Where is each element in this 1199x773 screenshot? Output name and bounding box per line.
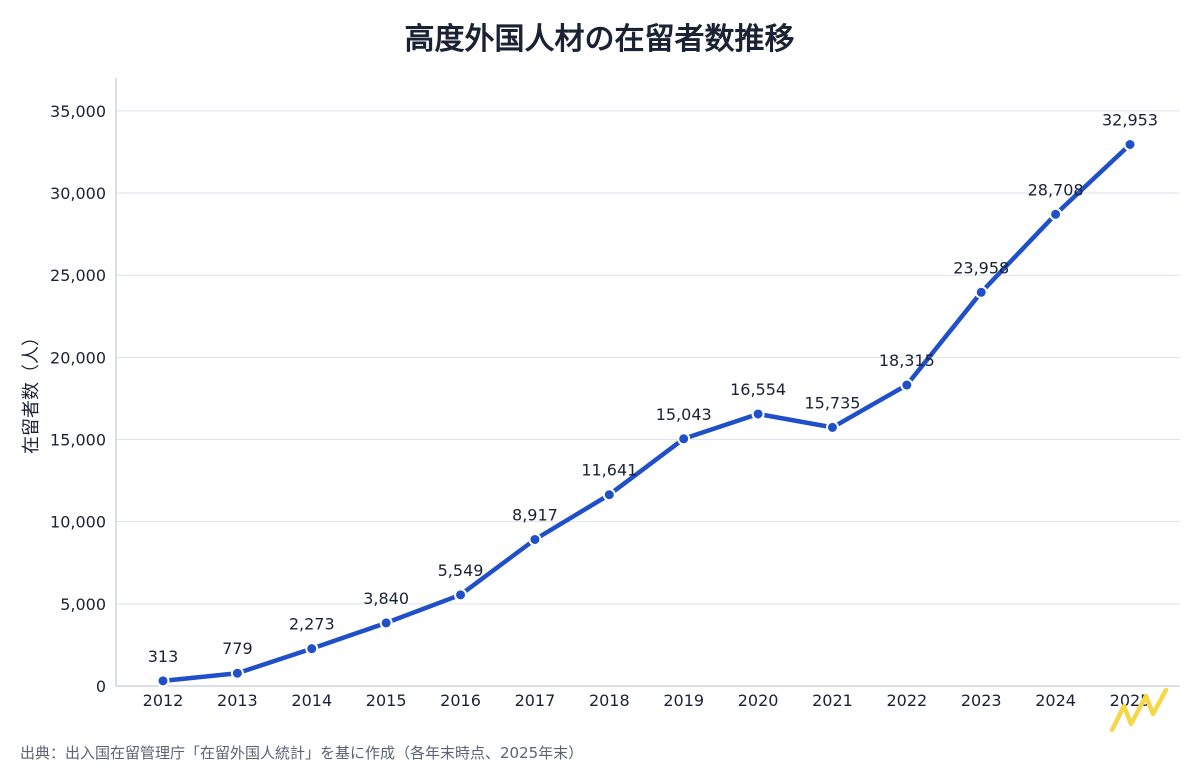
data-label: 313: [148, 647, 179, 666]
x-tick-label: 2015: [366, 691, 407, 710]
x-tick-label: 2016: [440, 691, 481, 710]
x-tick-label: 2022: [886, 691, 927, 710]
y-tick-label: 15,000: [50, 431, 106, 450]
x-tick-label: 2018: [589, 691, 630, 710]
data-label: 5,549: [438, 561, 484, 580]
data-label: 23,958: [953, 258, 1009, 277]
data-label: 15,043: [656, 405, 712, 424]
x-tick-label: 2013: [217, 691, 258, 710]
x-tick-label: 2019: [663, 691, 704, 710]
x-tick-label: 2014: [291, 691, 332, 710]
axes: [115, 78, 1180, 687]
source-note: 出典：出入国在留管理庁「在留外国人統計」を基に作成（各年末時点、2025年末）: [20, 744, 584, 762]
data-labels: 313 779 2,273 3,840 5,549 8,917 11,641 15,043 16…: [148, 111, 1158, 666]
data-label: 18,315: [879, 351, 935, 370]
data-point: [454, 588, 468, 602]
series-line: [160, 142, 1133, 684]
grid-lines: [116, 110, 1180, 605]
y-tick-label: 0: [96, 677, 106, 696]
x-tick-label: 2021: [812, 691, 853, 710]
data-point: [1049, 207, 1063, 221]
data-label: 779: [222, 639, 253, 658]
data-point: [825, 420, 839, 434]
data-label: 15,735: [804, 393, 860, 412]
y-tick-label: 30,000: [50, 184, 106, 203]
data-point: [900, 378, 914, 392]
x-tick-label: 2017: [515, 691, 556, 710]
data-point: [602, 488, 616, 502]
data-point: [751, 407, 765, 421]
data-label: 32,953: [1102, 111, 1158, 130]
data-label: 8,917: [512, 505, 558, 524]
y-tick-labels: 0 5,000 10,000 15,000 20,000 25,000 30,000 35,0…: [50, 102, 106, 696]
x-tick-labels: 2012 2013 2014 2015 2016 2017 2018 2019 2020 2021…: [143, 691, 1151, 710]
data-point: [677, 432, 691, 446]
data-label: 16,554: [730, 380, 786, 399]
data-point: [528, 532, 542, 546]
data-point: [156, 674, 170, 688]
data-point: [974, 285, 988, 299]
data-point: [379, 616, 393, 630]
y-tick-label: 10,000: [50, 513, 106, 532]
y-tick-label: 5,000: [60, 595, 106, 614]
x-tick-label: 2023: [961, 691, 1002, 710]
data-point: [305, 642, 319, 656]
data-label: 11,641: [581, 461, 637, 480]
y-tick-label: 20,000: [50, 348, 106, 367]
y-tick-label: 25,000: [50, 266, 106, 285]
data-label: 3,840: [363, 589, 409, 608]
data-label: 28,708: [1028, 180, 1084, 199]
data-point: [230, 666, 244, 680]
data-point: [1123, 138, 1137, 152]
data-label: 2,273: [289, 615, 335, 634]
chart-title: 高度外国人材の在留者数推移: [404, 22, 795, 57]
series-layer: [156, 138, 1137, 688]
brand-logo-icon: [1109, 687, 1169, 733]
y-tick-label: 35,000: [50, 102, 106, 121]
x-tick-label: 2012: [143, 691, 184, 710]
x-tick-label: 2024: [1035, 691, 1076, 710]
x-tick-label: 2020: [738, 691, 779, 710]
